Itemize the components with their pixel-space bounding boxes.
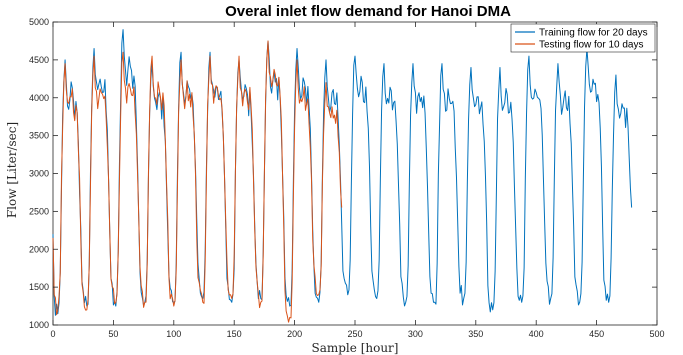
x-tick-label: 200: [287, 329, 302, 339]
y-axis-ticks: 1000 1500 2000 2500 3000 3500 4000 4500 5000: [29, 17, 657, 330]
x-tick-label: 0: [50, 329, 55, 339]
x-tick-label: 300: [408, 329, 423, 339]
y-tick-label: 2000: [29, 244, 49, 254]
x-axis-label: Sample [hour]: [312, 341, 399, 355]
x-tick-label: 500: [649, 329, 664, 339]
x-axis-ticks: 0 50 100 150 200 250 300 350 400 450 500: [50, 22, 665, 339]
x-tick-label: 100: [166, 329, 181, 339]
y-tick-label: 1500: [29, 282, 49, 292]
y-tick-label: 3000: [29, 169, 49, 179]
y-axis-label: Flow [Liter/sec]: [5, 122, 19, 218]
x-tick-label: 150: [227, 329, 242, 339]
y-tick-label: 1000: [29, 320, 49, 330]
plot-area: [52, 21, 658, 326]
y-tick-label: 2500: [29, 206, 49, 216]
series-line-testing: [52, 40, 343, 323]
y-tick-label: 3500: [29, 131, 49, 141]
y-tick-label: 5000: [29, 17, 49, 27]
chart-title: Overal inlet flow demand for Hanoi DMA: [225, 3, 511, 20]
x-tick-label: 250: [347, 329, 362, 339]
axes-box: [52, 21, 658, 326]
x-tick-label: 350: [468, 329, 483, 339]
x-tick-label: 50: [108, 329, 118, 339]
legend-box: [510, 23, 656, 53]
y-tick-label: 4000: [29, 93, 49, 103]
legend-entry-label: Testing flow for 10 days: [539, 40, 644, 51]
y-tick-label: 4500: [29, 55, 49, 65]
legend-entry-label: Training flow for 20 days: [539, 28, 648, 39]
x-tick-label: 450: [589, 329, 604, 339]
x-tick-label: 400: [529, 329, 544, 339]
